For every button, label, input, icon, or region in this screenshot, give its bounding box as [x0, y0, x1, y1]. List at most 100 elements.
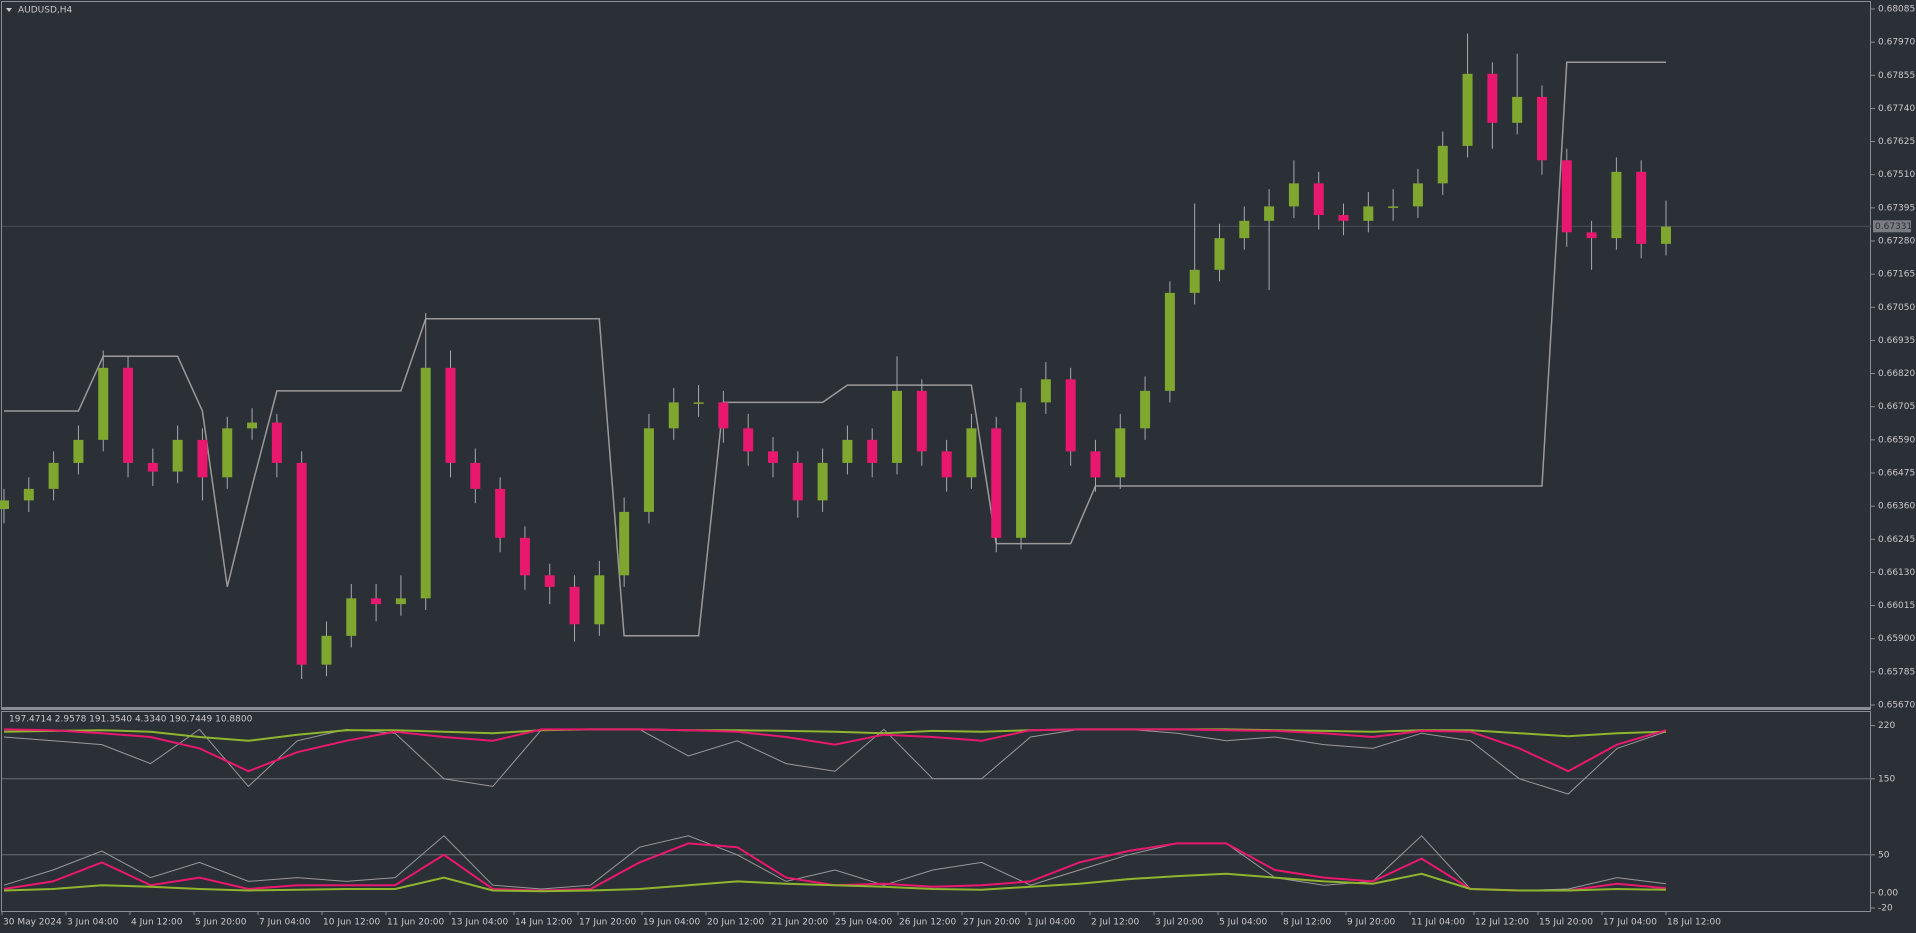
x-tick-label: 5 Jun 20:00: [195, 918, 247, 928]
x-tick-label: 4 Jun 12:00: [131, 918, 183, 928]
main-frame: [1, 1, 1871, 708]
candle-body: [321, 635, 332, 665]
indicator-frame: [1, 711, 1871, 912]
x-tick-label: 12 Jul 12:00: [1475, 918, 1529, 928]
candle-body: [1090, 451, 1101, 478]
indicator-tick-label: 150: [1878, 774, 1895, 784]
indicator-line: [3, 728, 1667, 742]
x-tick-label: 27 Jun 20:00: [963, 918, 1020, 928]
y-tick-label: 0.66360: [1878, 502, 1915, 512]
indicator-line: [3, 728, 1667, 773]
candle-body: [1462, 73, 1473, 146]
candle-body: [941, 451, 952, 478]
y-tick-label: 0.66015: [1878, 601, 1915, 611]
y-tick-label: 0.67165: [1878, 270, 1915, 280]
candle-body: [147, 462, 158, 472]
candle-body: [470, 462, 481, 489]
y-tick-label: 0.67970: [1878, 38, 1915, 48]
candle-body: [1536, 96, 1547, 161]
x-tick-label: 21 Jun 20:00: [771, 918, 828, 928]
y-tick-label: 0.66590: [1878, 435, 1915, 445]
candle-body: [1611, 171, 1622, 239]
candle-body: [98, 367, 109, 440]
indicator-tick-label: -20: [1878, 904, 1893, 914]
candle-body: [1313, 183, 1324, 216]
x-tick-label: 11 Jul 04:00: [1411, 918, 1465, 928]
y-tick-label: 0.67395: [1878, 203, 1915, 213]
candle-body: [619, 511, 630, 576]
candle-body: [1388, 206, 1399, 208]
candle-body: [123, 367, 134, 463]
candle-body: [346, 598, 357, 636]
candle-body: [420, 367, 431, 599]
x-tick-label: 18 Jul 12:00: [1667, 918, 1721, 928]
candle-body: [296, 462, 307, 665]
candle-body: [172, 439, 183, 472]
x-tick-label: 26 Jun 12:00: [899, 918, 956, 928]
x-tick-label: 3 Jul 20:00: [1155, 918, 1204, 928]
candle-body: [1487, 73, 1498, 123]
candle-body: [1264, 206, 1275, 221]
x-tick-label: 2 Jul 12:00: [1091, 918, 1140, 928]
candle-body: [1288, 183, 1299, 207]
candle-body: [916, 390, 927, 452]
indicator-line: [3, 835, 1667, 892]
channel-line: [4, 61, 1666, 637]
indicator-label: 197.4714 2.9578 191.3540 4.3340 190.7449…: [9, 715, 253, 725]
candle-body: [48, 462, 59, 489]
candle-body: [519, 537, 530, 576]
current-price-label: 0.67331: [1875, 222, 1912, 232]
x-tick-label: 17 Jul 04:00: [1603, 918, 1657, 928]
y-tick-label: 0.65785: [1878, 667, 1915, 677]
x-tick-label: 5 Jul 04:00: [1219, 918, 1268, 928]
candle-body: [1016, 402, 1027, 538]
candle-body: [1115, 428, 1126, 478]
candle-body: [495, 488, 506, 538]
candle-body: [867, 439, 878, 463]
x-tick-label: 13 Jun 04:00: [451, 918, 508, 928]
y-tick-label: 0.65670: [1878, 701, 1915, 711]
candle-body: [792, 462, 803, 501]
y-tick-label: 0.68085: [1878, 5, 1915, 15]
symbol-arrow: [6, 8, 12, 12]
candle-body: [1437, 145, 1448, 184]
chart-title: AUDUSD,H4: [18, 6, 73, 16]
candle-body: [743, 428, 754, 452]
y-tick-label: 0.67625: [1878, 137, 1915, 147]
candle-body: [668, 402, 679, 429]
candle-body: [767, 451, 778, 463]
x-tick-label: 19 Jun 04:00: [643, 918, 700, 928]
candle-body: [73, 439, 84, 463]
y-tick-label: 0.66820: [1878, 369, 1915, 379]
candle-body: [197, 439, 208, 478]
candle-body: [594, 575, 605, 625]
candle-body: [371, 598, 382, 605]
candle-body: [23, 488, 34, 501]
candle-body: [0, 500, 9, 510]
candle-body: [1338, 215, 1349, 221]
indicator-tick-label: 220: [1878, 721, 1895, 731]
x-tick-label: 10 Jun 12:00: [323, 918, 380, 928]
candle-body: [1363, 206, 1374, 221]
candle-body: [247, 422, 258, 429]
y-tick-label: 0.67280: [1878, 237, 1915, 247]
x-tick-label: 3 Jun 04:00: [67, 918, 119, 928]
candle-body: [395, 598, 406, 605]
candle-body: [1412, 183, 1423, 207]
y-tick-label: 0.66130: [1878, 568, 1915, 578]
x-tick-label: 1 Jul 04:00: [1027, 918, 1076, 928]
candle-body: [643, 428, 654, 512]
candle-body: [1239, 220, 1250, 239]
candle-body: [966, 428, 977, 478]
x-tick-label: 17 Jun 20:00: [579, 918, 636, 928]
candle-body: [222, 428, 233, 478]
candle-body: [544, 575, 555, 587]
indicator-tick-label: 50: [1878, 850, 1890, 860]
candle-body: [1636, 171, 1647, 244]
candle-body: [1561, 160, 1572, 233]
x-tick-label: 20 Jun 12:00: [707, 918, 764, 928]
x-tick-label: 11 Jun 20:00: [387, 918, 444, 928]
y-tick-label: 0.65900: [1878, 634, 1915, 644]
